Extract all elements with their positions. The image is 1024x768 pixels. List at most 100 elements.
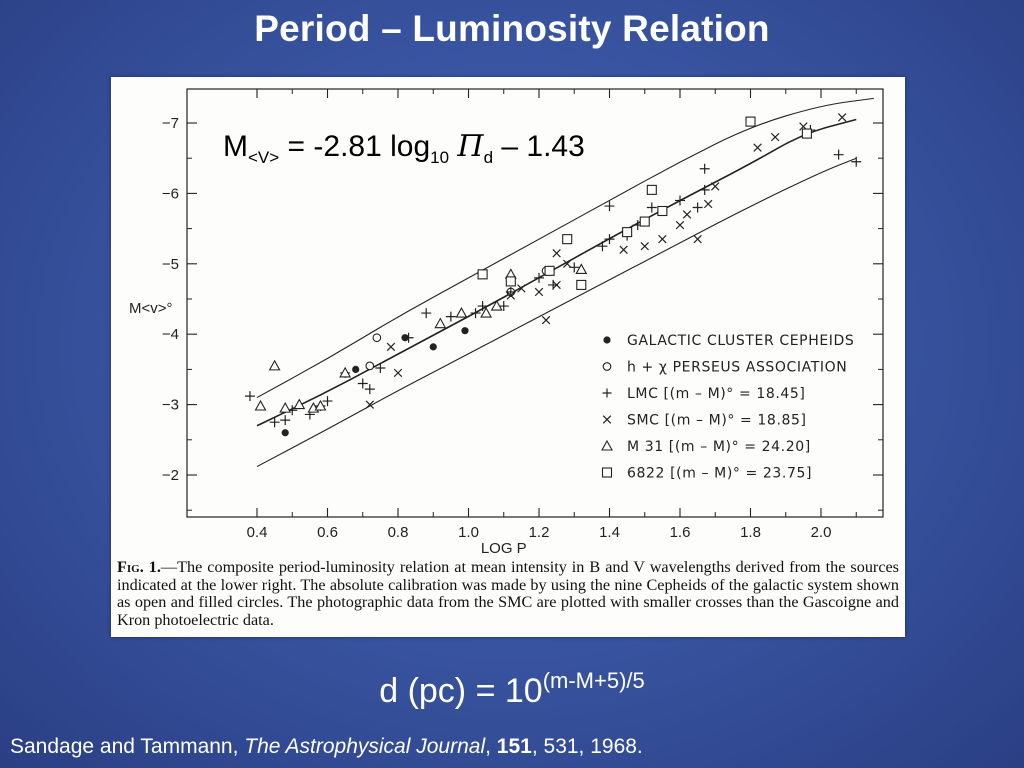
- data-point-plus: [646, 202, 657, 213]
- data-point-triangle: [279, 401, 292, 413]
- data-point-triangle: [480, 306, 493, 318]
- data-point-filled-circle: [281, 429, 289, 437]
- lower-envelope-line: [256, 157, 857, 468]
- data-point-plus: [851, 156, 862, 167]
- citation-volume: 151: [496, 735, 532, 758]
- legend-marker-cross: [602, 415, 612, 424]
- equation-m: M: [223, 130, 248, 163]
- legend-marker-triangle: [601, 439, 613, 451]
- legend-label: 6822 [(m – M)° = 23.75]: [627, 466, 812, 482]
- equation-m-sub: <V>: [248, 148, 280, 167]
- pl-equation: M<V> = -2.81 log10 Πd – 1.43: [223, 129, 585, 168]
- data-point-triangle: [293, 398, 306, 410]
- data-point-cross: [365, 400, 375, 409]
- data-point-square: [622, 227, 633, 238]
- x-tick-label: 0.4: [247, 524, 268, 541]
- x-tick-label: 1.4: [599, 524, 620, 541]
- legend-marker-plus: [602, 388, 612, 398]
- y-tick-label: −4: [162, 326, 179, 343]
- data-point-square: [657, 205, 668, 217]
- figure-caption: Fig. 1.—The composite period-luminosity …: [117, 558, 899, 629]
- legend-label: M 31 [(m – M)° = 24.20]: [627, 439, 811, 455]
- data-point-cross: [552, 280, 561, 290]
- data-point-cross: [693, 234, 702, 244]
- data-point-cross: [534, 287, 544, 297]
- data-point-square: [505, 276, 516, 287]
- data-point-plus: [604, 234, 615, 245]
- data-point-triangle: [268, 359, 281, 371]
- upper-envelope-line: [256, 97, 874, 399]
- y-tick-label: −7: [162, 115, 179, 132]
- data-point-plus: [445, 311, 456, 322]
- period-luminosity-chart: 0.4 0.6 0.8 1.0 1.2 1.4 1.6 1.8 2.0 −7 −6 −5 −4 −3 −2 L…: [129, 88, 884, 557]
- data-point-plus: [357, 378, 368, 389]
- citation-authors: Sandage and Tammann,: [10, 735, 245, 758]
- citation: Sandage and Tammann, The Astrophysical J…: [10, 735, 643, 759]
- y-axis-label: M<v>°: [129, 300, 173, 317]
- data-point-cross: [675, 220, 685, 230]
- data-point-cross: [711, 182, 720, 191]
- x-tick-label: 1.0: [458, 524, 479, 541]
- data-point-plus: [375, 362, 386, 373]
- y-tick-label: −5: [162, 256, 179, 273]
- data-point-plus: [280, 415, 291, 426]
- data-point-filled-circle: [429, 343, 437, 351]
- legend-label: h + χ PERSEUS ASSOCIATION: [627, 360, 847, 376]
- x-axis-label: LOG P: [481, 540, 527, 557]
- x-tick-label: 1.2: [529, 524, 550, 541]
- legend-marker-open-circle: [602, 362, 612, 371]
- data-point-triangle: [339, 366, 352, 378]
- citation-journal: The Astrophysical Journal: [244, 735, 486, 758]
- equation-pi-sub: d: [483, 148, 494, 167]
- data-point-cross: [552, 249, 561, 258]
- legend-label: LMC [(m – M)° = 18.45]: [627, 386, 805, 402]
- figure-panel: 0.4 0.6 0.8 1.0 1.2 1.4 1.6 1.8 2.0 −7 −6 −5 −4 −3 −2 L…: [111, 77, 905, 637]
- data-point-plus: [498, 301, 509, 312]
- x-tick-label: 2.0: [811, 524, 832, 541]
- equation-pi: Π: [457, 129, 484, 164]
- data-point-cross: [703, 199, 713, 209]
- data-point-square: [477, 269, 488, 280]
- data-point-triangle: [434, 317, 447, 329]
- data-point-square: [576, 279, 587, 290]
- data-point-plus: [322, 396, 333, 407]
- data-point-plus: [675, 195, 685, 206]
- equation-rhs2: – 1.43: [493, 130, 585, 163]
- data-point-plus: [244, 391, 255, 402]
- caption-label: Fig. 1.: [117, 558, 161, 576]
- data-point-open-circle: [372, 333, 382, 343]
- data-point-filled-circle: [352, 365, 360, 373]
- equation-rhs1: = -2.81 log: [279, 130, 431, 163]
- slide-title: Period – Luminosity Relation: [254, 8, 770, 49]
- data-point-triangle: [575, 263, 588, 274]
- data-point-square: [639, 216, 650, 227]
- data-point-cross: [640, 241, 649, 251]
- citation-rest: , 531, 1968.: [531, 735, 643, 758]
- data-point-triangle: [490, 299, 503, 311]
- citation-sep: ,: [485, 735, 497, 758]
- distance-base: d (pc) = 10: [379, 672, 543, 710]
- data-point-plus: [364, 384, 375, 395]
- data-point-square: [646, 184, 657, 195]
- plot-frame: [186, 88, 884, 518]
- data-point-plus: [421, 308, 432, 319]
- data-point-cross: [658, 234, 667, 244]
- data-point-plus: [604, 201, 615, 212]
- data-point-open-circle: [365, 361, 375, 371]
- data-point-plus: [699, 163, 710, 174]
- data-point-cross: [770, 132, 780, 142]
- legend-marker-filled-circle: [603, 336, 611, 344]
- distance-equation: d (pc) = 10(m-M+5)/5: [0, 668, 1024, 711]
- data-point-plus: [699, 184, 710, 195]
- data-point-square: [562, 234, 573, 245]
- caption-text: —The composite period-luminosity relatio…: [117, 558, 899, 629]
- equation-log-sub: 10: [430, 148, 450, 167]
- data-point-plus: [534, 272, 544, 283]
- data-point-plus: [477, 301, 488, 312]
- data-point-plus: [403, 332, 414, 343]
- data-point-triangle: [314, 399, 327, 411]
- data-point-plus: [833, 149, 844, 160]
- y-tick-label: −6: [162, 185, 179, 202]
- y-tick-label: −3: [162, 397, 179, 414]
- data-point-square: [745, 116, 756, 127]
